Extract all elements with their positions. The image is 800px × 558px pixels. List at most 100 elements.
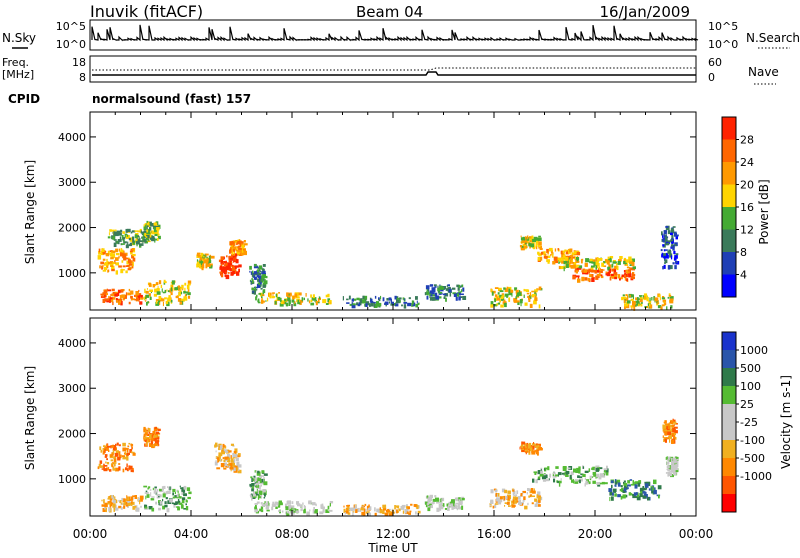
- power-cell: [552, 261, 556, 265]
- power-cell: [322, 299, 327, 304]
- power-cell: [670, 230, 673, 234]
- power-cell: [616, 263, 618, 266]
- velocity-cell: [260, 484, 262, 487]
- power-cell: [179, 301, 183, 305]
- velocity-cell: [167, 486, 169, 489]
- power-cell: [365, 303, 368, 307]
- power-cell: [144, 232, 147, 236]
- power-cell: [520, 302, 522, 307]
- velocity-cell: [565, 470, 570, 475]
- power-cell: [171, 285, 173, 288]
- velocity-cell: [458, 497, 461, 502]
- power-y-tick-label: 1000: [58, 267, 86, 280]
- power-cell: [236, 246, 239, 249]
- velocity-cell: [670, 469, 674, 473]
- power-cell: [621, 296, 624, 301]
- power-cell: [127, 292, 132, 296]
- velocity-cell: [255, 505, 257, 508]
- power-cell: [113, 231, 116, 236]
- power-cell: [148, 237, 150, 242]
- velocity-cell: [673, 440, 676, 444]
- power-cell: [626, 266, 630, 269]
- velocity-cell: [182, 490, 185, 495]
- velocity-cell: [623, 480, 626, 483]
- power-cell: [494, 298, 496, 303]
- power-cell: [593, 261, 598, 266]
- power-cell: [237, 250, 242, 253]
- velocity-cell: [461, 497, 465, 501]
- velocity-cell: [514, 496, 519, 499]
- power-cell: [646, 296, 649, 302]
- velocity-cell: [263, 481, 268, 486]
- velocity-cell: [162, 498, 164, 502]
- power-cell: [458, 284, 461, 289]
- power-cell: [129, 250, 133, 253]
- velocity-cell: [218, 448, 220, 451]
- power-cell: [174, 287, 179, 291]
- power-cell: [497, 302, 501, 305]
- velocity-cell: [512, 504, 516, 507]
- power-cell: [239, 244, 242, 247]
- power-cell: [150, 291, 152, 294]
- power-cell: [378, 298, 381, 302]
- velocity-cell: [226, 449, 230, 452]
- power-cell: [130, 295, 133, 299]
- power-cell: [666, 241, 670, 244]
- velocity-cell: [447, 506, 450, 511]
- power-cell: [552, 253, 554, 258]
- power-cell: [106, 264, 109, 269]
- power-cell: [118, 255, 120, 259]
- power-cell: [635, 297, 638, 300]
- velocity-cell: [522, 448, 525, 451]
- power-cell: [428, 290, 430, 295]
- velocity-cell: [622, 489, 626, 493]
- power-cell: [630, 278, 634, 281]
- noise-right-tick-bottom: 10^0: [708, 38, 738, 51]
- power-cell: [666, 242, 670, 246]
- power-cell: [186, 285, 190, 290]
- velocity-cell: [215, 459, 217, 463]
- velocity-cell: [535, 451, 539, 455]
- power-cell: [569, 259, 572, 264]
- velocity-cell: [302, 502, 304, 505]
- velocity-cell: [299, 504, 302, 508]
- power-cell: [629, 294, 631, 298]
- velocity-cell: [113, 456, 117, 459]
- power-cell: [109, 263, 114, 266]
- power-cell: [560, 250, 565, 255]
- power-cell: [455, 297, 458, 301]
- power-cell: [122, 239, 125, 242]
- colorbar-segment: [722, 229, 736, 253]
- power-cell: [120, 248, 123, 251]
- power-cell: [104, 266, 108, 270]
- velocity-cell: [148, 443, 153, 447]
- power-cell: [201, 257, 203, 262]
- power-cell: [114, 291, 118, 294]
- power-cell: [235, 270, 237, 274]
- velocity-cell: [547, 466, 550, 471]
- velocity-cell: [172, 496, 176, 499]
- power-cell: [661, 297, 666, 300]
- power-cell: [232, 271, 234, 276]
- power-cell: [285, 302, 289, 307]
- power-cell: [649, 303, 651, 307]
- power-cell: [130, 297, 133, 301]
- power-cell: [101, 265, 104, 270]
- power-cell: [626, 271, 630, 274]
- power-cell: [399, 297, 402, 300]
- power-cell: [394, 303, 399, 307]
- velocity-cell: [530, 488, 534, 493]
- velocity-cell: [145, 429, 147, 433]
- velocity-cell: [570, 471, 574, 475]
- velocity-cell: [112, 450, 115, 454]
- velocity-cell: [457, 506, 461, 510]
- velocity-cell: [440, 497, 445, 502]
- velocity-cell: [584, 470, 589, 473]
- velocity-cell: [291, 501, 294, 504]
- power-cell: [598, 258, 603, 261]
- velocity-cell: [143, 428, 147, 433]
- velocity-cell: [288, 511, 290, 514]
- power-cell: [631, 306, 633, 311]
- velocity-cell: [673, 421, 677, 424]
- power-cell: [390, 303, 393, 306]
